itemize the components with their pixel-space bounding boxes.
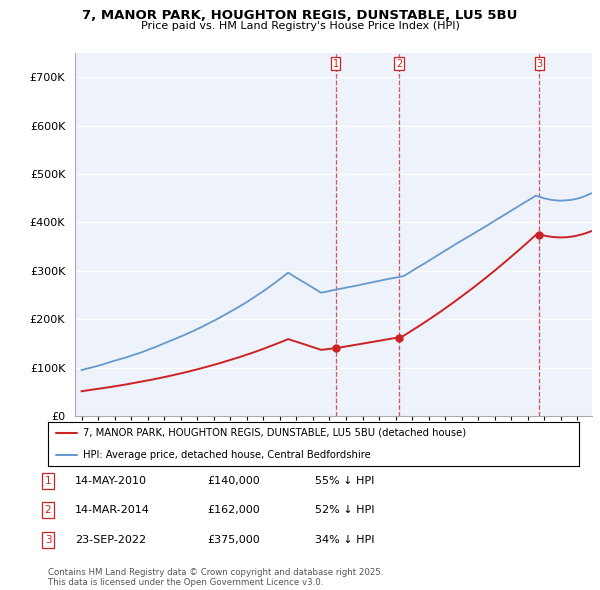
Text: 1: 1 [44, 476, 52, 486]
Text: HPI: Average price, detached house, Central Bedfordshire: HPI: Average price, detached house, Cent… [83, 450, 370, 460]
Text: 2: 2 [44, 506, 52, 515]
Text: 3: 3 [44, 535, 52, 545]
Text: 14-MAR-2014: 14-MAR-2014 [75, 506, 150, 515]
Text: 23-SEP-2022: 23-SEP-2022 [75, 535, 146, 545]
Text: 7, MANOR PARK, HOUGHTON REGIS, DUNSTABLE, LU5 5BU: 7, MANOR PARK, HOUGHTON REGIS, DUNSTABLE… [82, 9, 518, 22]
Text: £162,000: £162,000 [207, 506, 260, 515]
Text: Contains HM Land Registry data © Crown copyright and database right 2025.
This d: Contains HM Land Registry data © Crown c… [48, 568, 383, 587]
Text: 2: 2 [396, 58, 402, 68]
Text: 55% ↓ HPI: 55% ↓ HPI [315, 476, 374, 486]
Text: Price paid vs. HM Land Registry's House Price Index (HPI): Price paid vs. HM Land Registry's House … [140, 21, 460, 31]
Text: 7, MANOR PARK, HOUGHTON REGIS, DUNSTABLE, LU5 5BU (detached house): 7, MANOR PARK, HOUGHTON REGIS, DUNSTABLE… [83, 428, 466, 438]
Text: £375,000: £375,000 [207, 535, 260, 545]
Text: 1: 1 [332, 58, 339, 68]
Text: 34% ↓ HPI: 34% ↓ HPI [315, 535, 374, 545]
Text: 52% ↓ HPI: 52% ↓ HPI [315, 506, 374, 515]
Text: 14-MAY-2010: 14-MAY-2010 [75, 476, 147, 486]
Text: 3: 3 [536, 58, 542, 68]
Text: £140,000: £140,000 [207, 476, 260, 486]
